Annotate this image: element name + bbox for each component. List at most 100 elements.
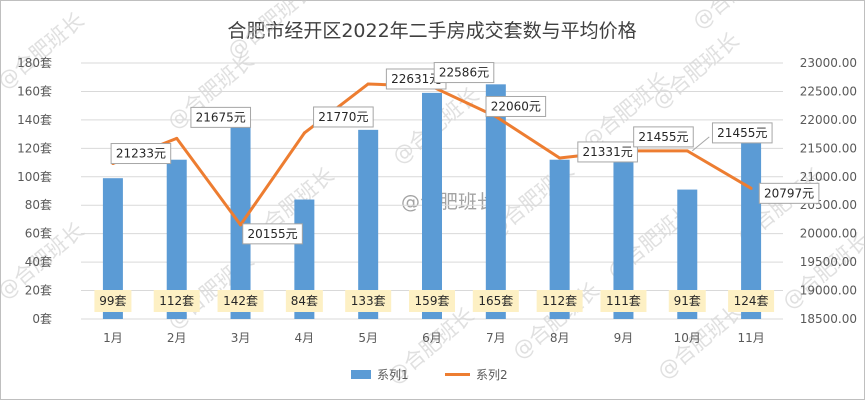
line-label-box <box>577 141 638 163</box>
y-left-tick-label: 0套 <box>32 312 52 326</box>
y-right-tick-label: 21500.00 <box>800 141 857 155</box>
line-data-label: 20797元 <box>764 186 814 200</box>
x-tick-label: 10月 <box>674 331 701 345</box>
line-label-box <box>433 62 495 84</box>
bar-label-box <box>472 290 519 312</box>
bar-label-box <box>536 290 583 312</box>
bar-label-box <box>285 290 323 312</box>
left-axis: 0套 20套 40套 60套 80套 100套 120套 140套 160套 180套 <box>17 56 52 326</box>
x-tick-label: 3月 <box>231 331 251 345</box>
line-label-box <box>190 106 252 128</box>
y-left-tick-label: 180套 <box>17 56 52 70</box>
line-data-label: 21331元 <box>583 145 633 159</box>
line-label-box <box>758 182 820 204</box>
line-data-label: 21455元 <box>638 130 688 144</box>
bar-data-label: 142套 <box>223 294 258 308</box>
y-right-tick-label: 23000.00 <box>800 56 857 70</box>
y-left-tick-label: 60套 <box>25 227 52 241</box>
line-label-box <box>485 95 547 117</box>
line-label-box <box>711 122 773 144</box>
bar <box>230 117 251 320</box>
bar-label-box <box>345 290 392 312</box>
bar-label-box <box>728 290 775 312</box>
bar <box>102 178 123 319</box>
legend-label-series2: 系列2 <box>476 368 508 382</box>
bar-label-box <box>153 290 200 312</box>
line-label-box <box>313 106 374 128</box>
bar-data-labels: 99套 112套 142套 84套 133套 159套 165套 112套 111套 91套 124… <box>94 290 775 312</box>
line-point <box>175 136 179 140</box>
bar-data-label: 91套 <box>674 294 701 308</box>
line-data-label: 21455元 <box>717 126 767 140</box>
line-data-label: 20155元 <box>247 227 297 241</box>
x-tick-label: 11月 <box>737 331 764 345</box>
bar-data-label: 133套 <box>351 294 386 308</box>
bar <box>422 92 442 319</box>
bar-data-label: 124套 <box>734 294 769 308</box>
x-tick-label: 8月 <box>550 331 570 345</box>
bar-data-label: 112套 <box>542 294 577 308</box>
line-data-label: 21675元 <box>196 110 246 124</box>
x-tick-label: 4月 <box>295 331 315 345</box>
bar-data-label: 165套 <box>478 294 513 308</box>
bar <box>549 159 570 319</box>
line-point <box>749 186 753 190</box>
label-leader-line <box>691 136 710 152</box>
bar-label-box <box>600 290 647 312</box>
right-axis: 18500.0019000.0019500.0020000.0020500.00… <box>800 56 857 326</box>
bar <box>358 129 379 319</box>
bar <box>166 159 187 319</box>
legend-label-series1: 系列1 <box>377 368 409 382</box>
bar-data-label: 99套 <box>99 294 126 308</box>
line-data-label: 21770元 <box>318 110 368 124</box>
y-right-tick-label: 21000.00 <box>800 170 857 184</box>
line-point <box>558 156 562 160</box>
y-right-tick-label: 19000.00 <box>800 284 857 298</box>
bar <box>613 161 634 319</box>
x-tick-label: 2月 <box>167 331 187 345</box>
line-point <box>685 149 689 153</box>
bar-data-label: 159套 <box>415 294 450 308</box>
line-point <box>302 131 306 135</box>
bar-data-label: 111套 <box>606 294 641 308</box>
bar-label-box <box>217 290 264 312</box>
line-label-box <box>633 126 694 148</box>
y-left-tick-label: 20套 <box>25 284 52 298</box>
y-left-tick-label: 140套 <box>17 113 52 127</box>
legend: 系列1 系列2 <box>351 368 508 382</box>
x-tick-label: 7月 <box>486 331 506 345</box>
bar-data-label: 84套 <box>291 294 318 308</box>
y-right-tick-label: 22500.00 <box>800 84 857 98</box>
chart-title: 合肥市经开区2022年二手房成交套数与平均价格 <box>227 20 636 42</box>
x-tick-label: 6月 <box>422 331 442 345</box>
x-tick-label: 1月 <box>103 331 123 345</box>
y-left-tick-label: 160套 <box>17 84 52 98</box>
bar-data-label: 112套 <box>159 294 194 308</box>
y-left-tick-label: 40套 <box>25 255 52 269</box>
y-left-tick-label: 100套 <box>17 170 52 184</box>
bar <box>485 84 506 319</box>
y-right-tick-label: 22000.00 <box>800 113 857 127</box>
y-right-tick-label: 18500.00 <box>800 312 857 326</box>
y-left-tick-label: 80套 <box>25 198 52 212</box>
line-label-box <box>242 223 303 245</box>
bar-series <box>102 84 762 320</box>
line-data-label: 22060元 <box>491 99 541 113</box>
line-point <box>239 223 243 227</box>
line-data-label: 22586元 <box>439 66 489 80</box>
line-point <box>366 82 370 86</box>
bar <box>677 189 698 319</box>
bar-label-box <box>409 290 455 312</box>
legend-swatch-series1 <box>351 370 371 379</box>
bar-label-box <box>668 290 706 312</box>
line-data-label: 21233元 <box>116 147 166 161</box>
x-tick-label: 9月 <box>614 331 634 345</box>
x-axis: 1月 2月 3月 4月 5月 6月 7月 8月 9月 10月 11月 <box>103 331 765 345</box>
bar-label-box <box>94 290 132 312</box>
line-data-label: 22631元 <box>391 72 441 86</box>
y-right-tick-label: 19500.00 <box>800 255 857 269</box>
line-label-box <box>110 143 172 165</box>
x-tick-label: 5月 <box>358 331 378 345</box>
